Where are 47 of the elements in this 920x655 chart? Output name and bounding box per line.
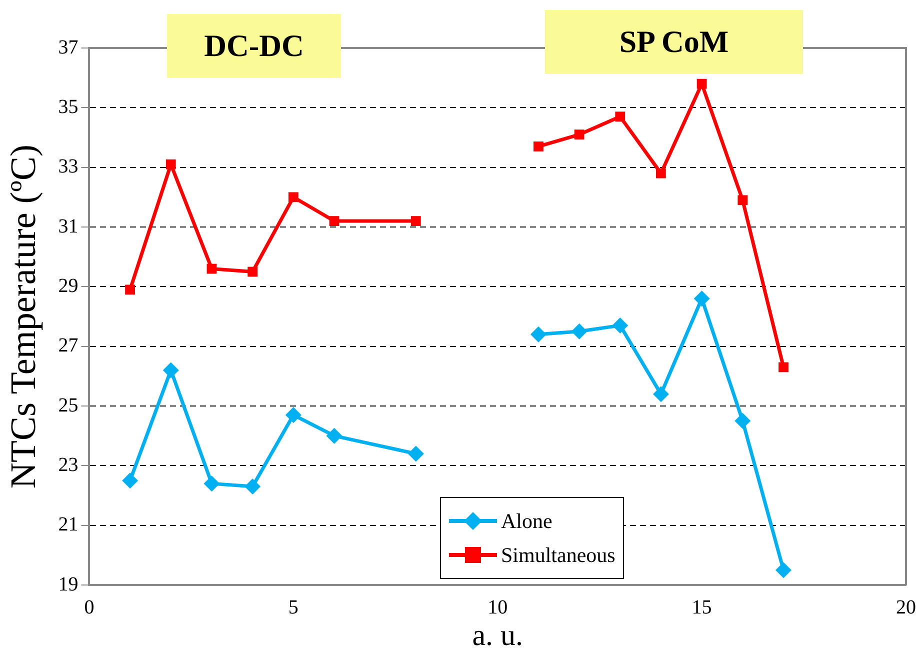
- point: [574, 130, 584, 140]
- y-tick-label: 21: [58, 514, 78, 536]
- y-tick-label: 31: [58, 215, 78, 238]
- y-tick-label: 33: [58, 156, 78, 178]
- point: [734, 412, 751, 429]
- y-tick-label: 27: [58, 334, 78, 357]
- point: [696, 78, 707, 89]
- point: [656, 168, 666, 178]
- point: [738, 195, 748, 206]
- y-tick-label: 35: [58, 96, 78, 118]
- point: [204, 476, 220, 492]
- point: [612, 317, 628, 334]
- y-tick-label: 29: [58, 274, 78, 297]
- point: [244, 478, 261, 495]
- legend-label: Alone: [501, 508, 552, 534]
- point: [329, 216, 340, 226]
- point: [410, 216, 421, 226]
- point: [206, 264, 217, 274]
- point: [775, 562, 792, 578]
- point: [248, 266, 258, 277]
- point: [694, 290, 710, 307]
- y-axis-title: NTCs Temperature (ºC): [3, 144, 44, 488]
- x-tick-label: 15: [692, 596, 712, 618]
- y-tick-label: 25: [58, 394, 78, 416]
- x-axis-title: a. u.: [472, 618, 524, 652]
- point: [530, 326, 546, 342]
- point: [285, 406, 302, 423]
- point: [615, 112, 626, 122]
- x-tick-label: 0: [84, 596, 94, 618]
- y-tick-label: 37: [58, 36, 78, 58]
- point: [533, 142, 544, 152]
- point: [778, 362, 788, 372]
- x-tick-label: 5: [288, 596, 298, 618]
- y-tick-label: 19: [58, 573, 78, 596]
- point: [652, 386, 669, 402]
- x-tick-label: 10: [488, 596, 508, 618]
- point: [326, 428, 342, 444]
- point: [571, 323, 588, 340]
- point: [122, 472, 138, 489]
- point: [288, 192, 298, 202]
- point: [162, 362, 179, 378]
- x-tick-label: 20: [896, 596, 916, 618]
- point: [166, 159, 176, 170]
- point: [408, 446, 424, 462]
- legend-label: Simultaneous: [501, 542, 616, 568]
- y-tick-label: 23: [58, 454, 78, 476]
- point: [125, 284, 135, 295]
